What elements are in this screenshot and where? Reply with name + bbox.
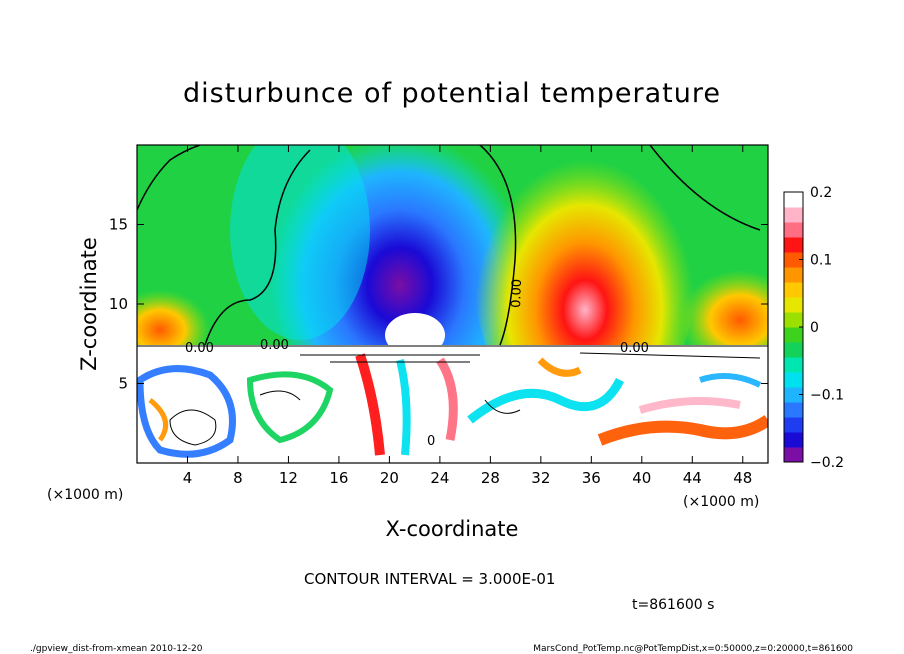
- plot-area: [137, 145, 768, 463]
- colorbar-swatch: [784, 447, 803, 463]
- colorbar-ticks: 0.2 0.1 0 −0.1 −0.2: [799, 185, 844, 471]
- colorbar-swatch: [784, 372, 803, 388]
- x-tick-label: 8: [233, 469, 243, 487]
- x-tick-label: 28: [481, 469, 500, 487]
- colorbar-tick-label: 0.1: [810, 253, 832, 269]
- x-tick-label: 44: [683, 469, 702, 487]
- colorbar-swatch: [784, 417, 803, 433]
- contour-label-1: 0.00: [185, 341, 214, 356]
- colorbar: [784, 192, 803, 463]
- y-unit-label: (×1000 m): [47, 487, 123, 503]
- contour-label-3: 0.00: [509, 279, 525, 308]
- footer-right: MarsCond_PotTemp.nc@PotTempDist,x=0:5000…: [533, 644, 853, 654]
- colorbar-swatch: [784, 192, 803, 208]
- x-tick-label: 48: [733, 469, 752, 487]
- y-tick-label: 5: [118, 375, 128, 393]
- colorbar-swatch: [784, 222, 803, 238]
- colorbar-tick-label: 0: [810, 320, 819, 336]
- y-axis: 5 10 15: [109, 216, 768, 393]
- x-tick-label: 16: [329, 469, 348, 487]
- y-tick-label: 15: [109, 216, 128, 234]
- colorbar-swatch: [784, 252, 803, 268]
- colorbar-swatch: [784, 327, 803, 343]
- colorbar-swatch: [784, 342, 803, 358]
- contour-lines: [137, 145, 768, 446]
- contour-label-2: 0.00: [260, 338, 289, 353]
- colorbar-tick-label: 0.2: [810, 185, 832, 201]
- colorbar-swatch: [784, 297, 803, 313]
- x-unit-label: (×1000 m): [683, 494, 759, 510]
- colorbar-swatch: [784, 432, 803, 448]
- y-axis-label: Z-coordinate: [77, 237, 101, 371]
- colorbar-swatch: [784, 267, 803, 283]
- footer-left: ./gpview_dist-from-xmean 2010-12-20: [30, 644, 203, 654]
- cool-anomaly-left: [230, 145, 370, 340]
- contour-interval: CONTOUR INTERVAL = 3.000E-01: [304, 570, 555, 588]
- time-label: t=861600 s: [632, 597, 714, 613]
- x-tick-label: 40: [632, 469, 651, 487]
- x-tick-label: 4: [183, 469, 193, 487]
- colorbar-swatch: [784, 282, 803, 298]
- x-tick-label: 20: [380, 469, 399, 487]
- lower-layer-patches: [137, 353, 768, 458]
- warm-anomaly-right: [680, 270, 768, 370]
- colorbar-tick-label: −0.1: [810, 388, 844, 404]
- chart-title: disturbunce of potential temperature: [183, 78, 721, 109]
- x-axis-label: X-coordinate: [386, 517, 519, 541]
- y-tick-label: 10: [109, 295, 128, 313]
- colorbar-swatch: [784, 387, 803, 403]
- contour-label-5: 0: [427, 434, 435, 449]
- x-tick-label: 12: [279, 469, 298, 487]
- colorbar-swatch: [784, 402, 803, 418]
- x-axis: 4 8 12 16 20 24 28 32 36 40 44 48: [183, 145, 752, 487]
- colorbar-swatch: [784, 357, 803, 373]
- x-tick-label: 32: [531, 469, 550, 487]
- colorbar-swatch: [784, 237, 803, 253]
- x-tick-label: 36: [582, 469, 601, 487]
- colorbar-tick-label: −0.2: [810, 455, 844, 471]
- colorbar-swatch: [784, 312, 803, 328]
- colorbar-swatch: [784, 207, 803, 223]
- contour-label-4: 0.00: [620, 341, 649, 356]
- x-tick-label: 24: [430, 469, 449, 487]
